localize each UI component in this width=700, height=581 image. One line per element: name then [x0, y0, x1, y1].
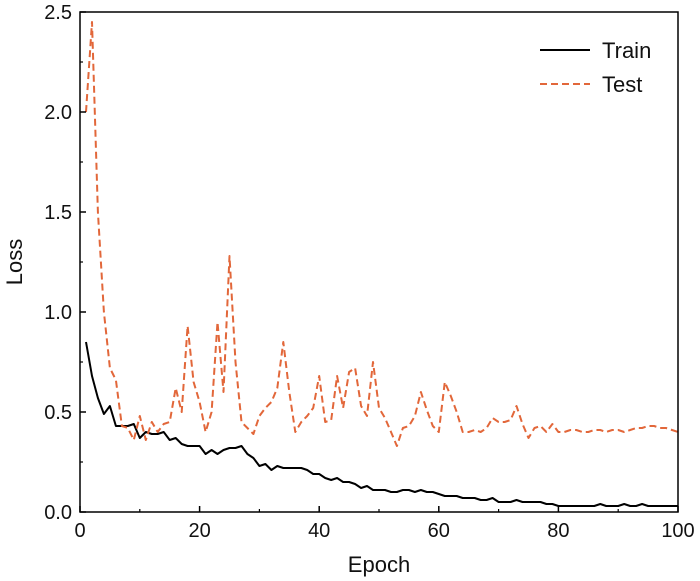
legend-label-test: Test — [602, 72, 642, 97]
legend-label-train: Train — [602, 38, 651, 63]
plot-frame — [79, 11, 679, 513]
x-tick-label: 80 — [547, 520, 569, 542]
x-tick-label: 60 — [428, 520, 450, 542]
x-axis-title: Epoch — [348, 552, 410, 577]
y-tick-label: 0.5 — [44, 402, 72, 424]
y-tick-label: 2.5 — [44, 2, 72, 24]
y-tick-label: 0.0 — [44, 502, 72, 524]
x-tick-label: 0 — [74, 520, 85, 542]
y-tick-label: 2.0 — [44, 102, 72, 124]
y-axis-ticks: 0.0 0.5 1.0 1.5 2.0 2.5 — [44, 2, 86, 524]
x-axis-ticks: 0 20 40 60 80 100 — [74, 506, 695, 542]
series-line-test — [85, 21, 678, 447]
y-tick-label: 1.5 — [44, 202, 72, 224]
y-axis-title: Loss — [2, 239, 27, 285]
y-tick-label: 1.0 — [44, 302, 72, 324]
x-tick-label: 20 — [188, 520, 210, 542]
x-tick-label: 40 — [308, 520, 330, 542]
series-layer — [85, 21, 678, 507]
x-tick-label: 100 — [661, 520, 694, 542]
legend: Train Test — [540, 38, 651, 97]
series-line-train — [85, 341, 678, 507]
